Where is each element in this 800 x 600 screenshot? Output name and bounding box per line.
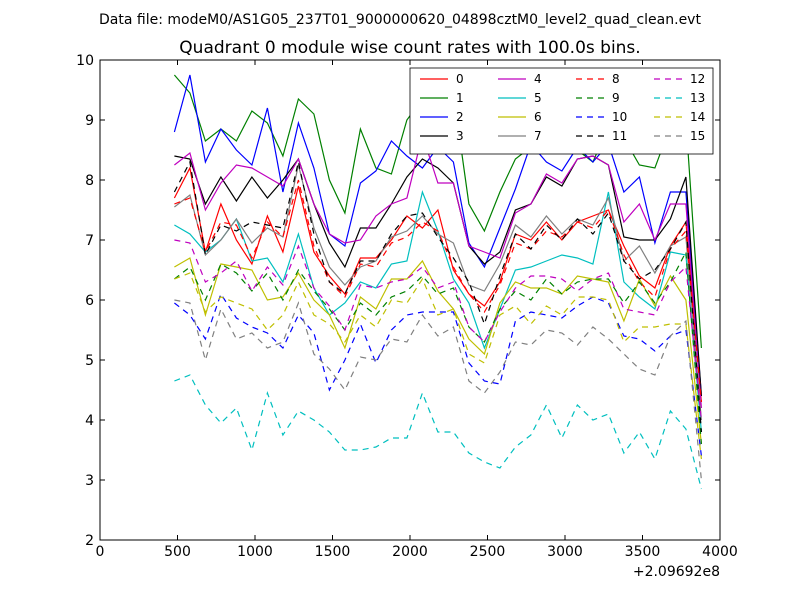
series-line-0 — [173, 166, 702, 403]
x-tick-label: 500 — [164, 544, 191, 560]
y-tick-label: 8 — [85, 173, 94, 189]
legend-label-14: 14 — [690, 110, 705, 124]
y-tick-label: 6 — [85, 293, 94, 309]
legend-label-4: 4 — [534, 72, 542, 86]
legend-label-11: 11 — [612, 129, 627, 143]
x-tick-label: 3500 — [625, 544, 661, 560]
y-tick-label: 3 — [85, 473, 94, 489]
y-tick-label: 2 — [85, 533, 94, 549]
y-tick-label: 4 — [85, 413, 94, 429]
series-layer — [173, 74, 702, 490]
series-line-15 — [174, 299, 702, 481]
legend-label-2: 2 — [456, 110, 464, 124]
legend-box — [409, 67, 714, 155]
series-line-14 — [174, 272, 702, 460]
series-line-8 — [174, 179, 702, 403]
series-line-13 — [174, 374, 702, 490]
series-line-7 — [174, 164, 702, 421]
x-tick-label: 4000 — [702, 544, 738, 560]
legend-label-13: 13 — [690, 91, 705, 105]
x-tick-label: 2500 — [470, 544, 506, 560]
series-line-12 — [174, 239, 702, 421]
legend-label-7: 7 — [534, 129, 542, 143]
x-tick-label: 1500 — [315, 544, 351, 560]
legend-label-3: 3 — [456, 129, 464, 143]
y-tick-label: 9 — [85, 113, 94, 129]
y-tick-label: 5 — [85, 353, 94, 369]
x-tick-label: 0 — [96, 544, 105, 560]
chart-title: Quadrant 0 module wise count rates with … — [179, 38, 640, 58]
legend-label-10: 10 — [612, 110, 627, 124]
x-tick-label: 1000 — [237, 544, 273, 560]
y-tick-label: 7 — [85, 233, 94, 249]
series-line-9 — [174, 249, 702, 445]
legend-label-1: 1 — [456, 91, 464, 105]
series-line-3 — [174, 155, 702, 397]
legend-label-12: 12 — [690, 72, 705, 86]
legend-label-15: 15 — [690, 129, 705, 143]
ticks-layer: 0 500 1000 1500 2000 2500 3000 3500 4000 2 3 4 5 6 7 8 9… — [76, 53, 738, 560]
series-line-11 — [173, 160, 702, 433]
series-line-4 — [174, 132, 702, 409]
y-tick-label: 10 — [76, 53, 94, 69]
legend-label-9: 9 — [612, 91, 620, 105]
legend-label-8: 8 — [612, 72, 620, 86]
x-tick-label: 3000 — [547, 544, 583, 560]
x-tick-label: 2000 — [392, 544, 428, 560]
legend-label-6: 6 — [534, 110, 542, 124]
x-offset-label: +2.09692e8 — [633, 564, 720, 580]
data-file-label: Data file: modeM0/AS1G05_237T01_90000006… — [99, 12, 701, 28]
series-line-6 — [174, 257, 702, 445]
legend-label-0: 0 — [456, 72, 464, 86]
legend-label-5: 5 — [534, 91, 542, 105]
